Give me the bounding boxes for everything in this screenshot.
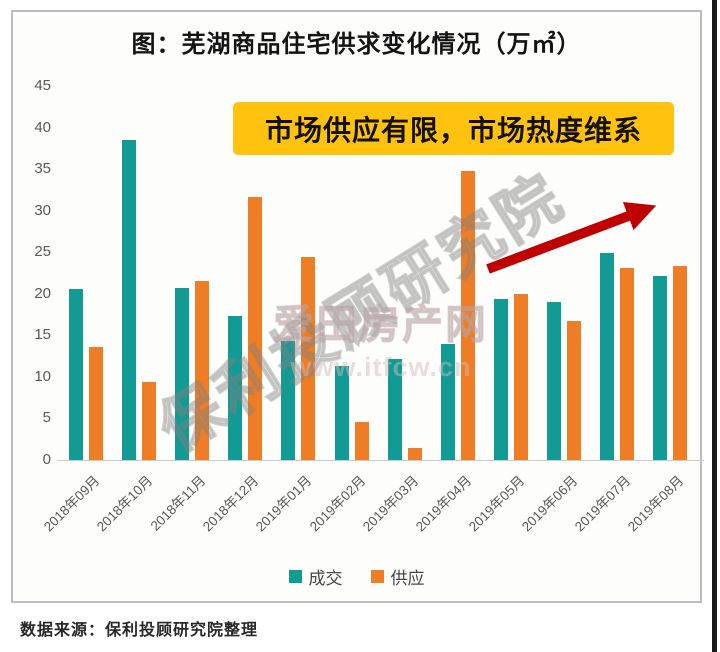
page-right-border: [712, 0, 717, 652]
bar-gongying: [142, 381, 157, 460]
chart-frame: 图：芜湖商品住宅供求变化情况（万㎡） 0 5 10 15 20 25 30 35 40 45 20…: [11, 10, 704, 603]
bar-chengjiao: [387, 358, 402, 460]
plot-area: [57, 86, 702, 460]
x-axis-labels: 2018年09月 2018年10月 2018年11月 2018年12月 2019年01月…: [41, 464, 702, 574]
y-axis-tick: 20: [34, 284, 51, 302]
bar-chengjiao: [653, 276, 668, 460]
y-axis-tick: 5: [42, 409, 51, 427]
data-source-text: 数据来源：保利投顾研究院整理: [20, 622, 259, 639]
x-axis-line: [57, 460, 704, 461]
y-axis-tick: 15: [34, 326, 51, 344]
bar-gongying: [301, 257, 316, 460]
bar-chengjiao: [175, 288, 190, 460]
bar-chengjiao: [440, 343, 455, 460]
y-axis-tick: 45: [34, 77, 51, 94]
bar-gongying: [673, 265, 688, 460]
legend: 成交 供应: [13, 564, 700, 589]
y-axis-tick: 35: [34, 160, 51, 178]
bar-chengjiao: [281, 341, 296, 460]
legend-item-chengjiao: 成交: [288, 564, 343, 589]
bar-gongying: [513, 293, 528, 460]
legend-item-gongying: 供应: [370, 564, 425, 589]
y-axis-tick: 0: [42, 451, 51, 468]
bar-chengjiao: [546, 302, 561, 460]
bar-gongying: [460, 170, 475, 460]
y-axis-tick: 25: [34, 243, 51, 261]
y-axis-tick: 30: [34, 201, 51, 219]
bar-chengjiao: [600, 253, 614, 460]
bar-gongying: [566, 321, 581, 460]
legend-label-gongying: 供应: [390, 569, 425, 588]
annotation-callout: 市场供应有限，市场热度维系: [233, 102, 674, 155]
legend-swatch-chengjiao-icon: [288, 570, 302, 583]
bar-gongying: [248, 197, 263, 460]
bar-chengjiao: [493, 298, 508, 460]
bar-gongying: [620, 268, 634, 460]
y-axis: 0 5 10 15 20 25 30 35 40 45: [15, 77, 51, 468]
y-axis-tick: 10: [34, 367, 51, 385]
bar-chengjiao: [334, 366, 349, 460]
bar-chengjiao: [69, 288, 83, 460]
legend-label-chengjiao: 成交: [308, 569, 343, 588]
bar-chengjiao: [228, 316, 243, 460]
bar-gongying: [195, 280, 210, 460]
y-axis-tick: 40: [34, 118, 51, 136]
legend-swatch-gongying-icon: [370, 570, 384, 583]
bar-gongying: [89, 347, 103, 460]
bar-chengjiao: [122, 140, 137, 460]
chart-title: 图：芜湖商品住宅供求变化情况（万㎡）: [131, 31, 582, 58]
bar-gongying: [407, 447, 422, 460]
bar-gongying: [354, 421, 369, 460]
